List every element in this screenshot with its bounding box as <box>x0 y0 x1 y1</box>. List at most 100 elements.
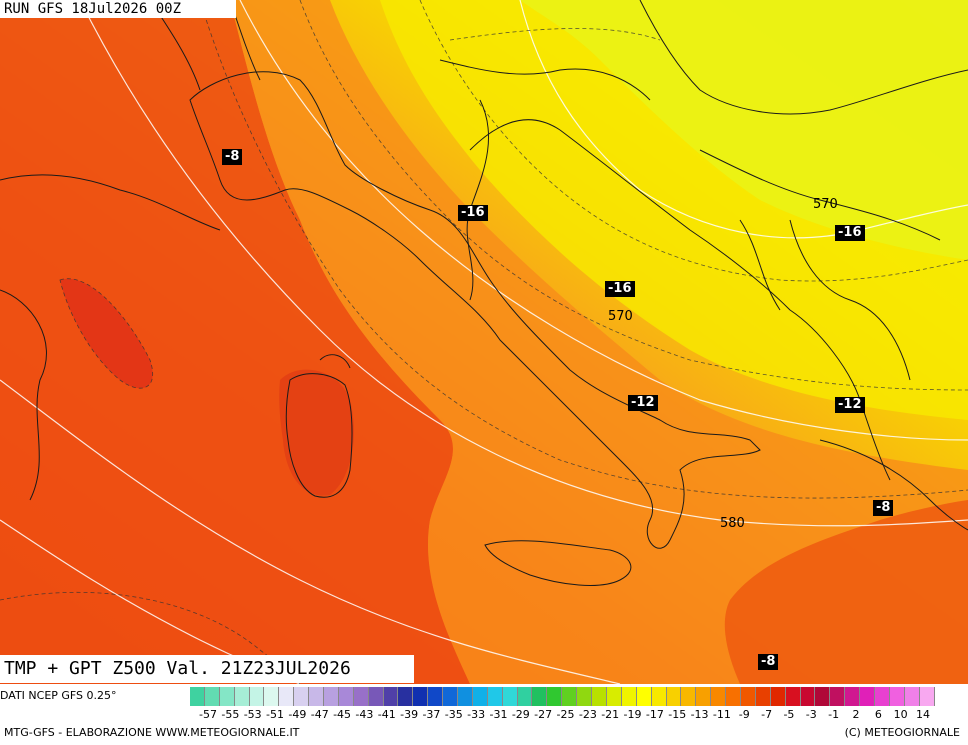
map-canvas <box>0 0 968 684</box>
color-swatch <box>502 687 518 706</box>
color-swatch <box>383 687 399 706</box>
color-swatch <box>219 687 235 706</box>
color-swatch <box>830 687 846 706</box>
color-swatch <box>860 687 875 706</box>
temperature-label: -16 <box>458 205 488 221</box>
footer-credit: MTG-GFS - ELABORAZIONE WWW.METEOGIORNALE… <box>4 726 300 739</box>
color-swatch <box>204 687 220 706</box>
color-scale-tick: 14 <box>916 708 930 721</box>
color-swatch <box>666 687 682 706</box>
color-swatch <box>472 687 488 706</box>
color-scale-tick: 2 <box>852 708 860 721</box>
color-scale-tick: -57 <box>199 708 217 721</box>
color-scale-tick: -51 <box>266 708 285 721</box>
warm-region-west <box>0 0 470 684</box>
temperature-label: -8 <box>873 500 894 516</box>
data-source-label: DATI NCEP GFS 0.25° <box>0 689 117 702</box>
color-swatch <box>636 687 652 706</box>
color-swatch <box>532 687 548 706</box>
color-swatch <box>517 687 533 706</box>
color-swatch <box>577 687 593 706</box>
color-swatch <box>279 687 295 706</box>
run-label: RUN GFS 18Jul2026 00Z <box>0 0 236 18</box>
color-scale-tick: -33 <box>467 708 486 721</box>
map-title: TMP + GPT Z500 Val. 21Z23JUL2026 <box>0 655 414 683</box>
color-scale-tick: -35 <box>444 708 463 721</box>
color-swatch <box>264 687 280 706</box>
color-swatch <box>651 687 667 706</box>
color-swatch <box>562 687 578 706</box>
color-swatch <box>845 687 861 706</box>
color-scale-tick: -29 <box>511 708 530 721</box>
geopotential-label: 570 <box>813 197 838 212</box>
color-scale-tick: -21 <box>601 708 620 721</box>
color-swatch <box>190 687 205 706</box>
color-swatch <box>755 687 771 706</box>
color-scale-tick: -27 <box>534 708 553 721</box>
color-scale-tick: -37 <box>422 708 441 721</box>
geopotential-label: 570 <box>608 309 633 324</box>
color-scale-tick: -43 <box>355 708 374 721</box>
color-swatch <box>711 687 727 706</box>
color-swatch <box>368 687 384 706</box>
color-swatch <box>681 687 697 706</box>
temperature-label: -8 <box>222 149 243 165</box>
color-swatch <box>740 687 756 706</box>
color-scale-tick: -49 <box>288 708 307 721</box>
color-legend: DATI NCEP GFS 0.25° -57 -55 -53 -51 -49 -47 -4… <box>0 684 968 745</box>
color-swatch <box>398 687 414 706</box>
color-swatch <box>413 687 429 706</box>
color-scale-tick: -7 <box>761 708 773 721</box>
color-swatch <box>309 687 325 706</box>
color-swatch <box>606 687 622 706</box>
weather-map: RUN GFS 18Jul2026 00Z -8 -16 -16 -16 -12… <box>0 0 968 684</box>
color-swatch <box>487 687 503 706</box>
color-scale-tick: -17 <box>645 708 664 721</box>
color-scale-tick: -45 <box>333 708 352 721</box>
color-scale-tick: -5 <box>783 708 795 721</box>
orange-band <box>230 0 968 684</box>
color-scale-tick: -13 <box>690 708 709 721</box>
footer-copyright: (C) METEOGIORNALE <box>844 726 960 739</box>
color-scale-tick: -55 <box>221 708 240 721</box>
color-swatch <box>800 687 816 706</box>
color-swatch <box>919 687 935 706</box>
warm-region-southeast <box>724 500 968 684</box>
color-swatch <box>547 687 563 706</box>
color-scale-tick: -19 <box>623 708 642 721</box>
hot-core-west <box>60 278 153 389</box>
color-swatch <box>443 687 459 706</box>
color-swatch <box>234 687 250 706</box>
color-swatch <box>815 687 831 706</box>
color-swatch <box>904 687 920 706</box>
hot-core-sardinia <box>279 369 354 496</box>
green-yellow-region <box>520 0 968 260</box>
color-scale-tick: -1 <box>828 708 840 721</box>
color-scale-tick: 6 <box>874 708 882 721</box>
color-scale-tick: -9 <box>738 708 750 721</box>
color-swatch <box>726 687 741 706</box>
color-scale-tick: -23 <box>578 708 597 721</box>
temperature-label: -12 <box>835 397 865 413</box>
color-swatch <box>621 687 637 706</box>
temperature-label: -16 <box>835 225 865 241</box>
color-scale-tick: -3 <box>805 708 817 721</box>
color-swatch <box>592 687 607 706</box>
geopotential-label: 580 <box>720 516 745 531</box>
color-scale-tick: -31 <box>489 708 508 721</box>
color-scale-tick: -15 <box>668 708 687 721</box>
color-swatch <box>294 687 310 706</box>
color-scale-tick: -25 <box>556 708 575 721</box>
temperature-label: -16 <box>605 281 635 297</box>
color-swatch <box>353 687 369 706</box>
color-scale-tick: -39 <box>400 708 419 721</box>
color-swatch <box>338 687 354 706</box>
color-swatch <box>324 687 339 706</box>
color-swatch <box>874 687 890 706</box>
color-swatch <box>428 687 444 706</box>
color-swatch <box>696 687 712 706</box>
color-scale-tick: -53 <box>243 708 262 721</box>
color-scale-tick: -47 <box>310 708 329 721</box>
color-swatch <box>785 687 801 706</box>
color-scale-tick: -11 <box>712 708 731 721</box>
